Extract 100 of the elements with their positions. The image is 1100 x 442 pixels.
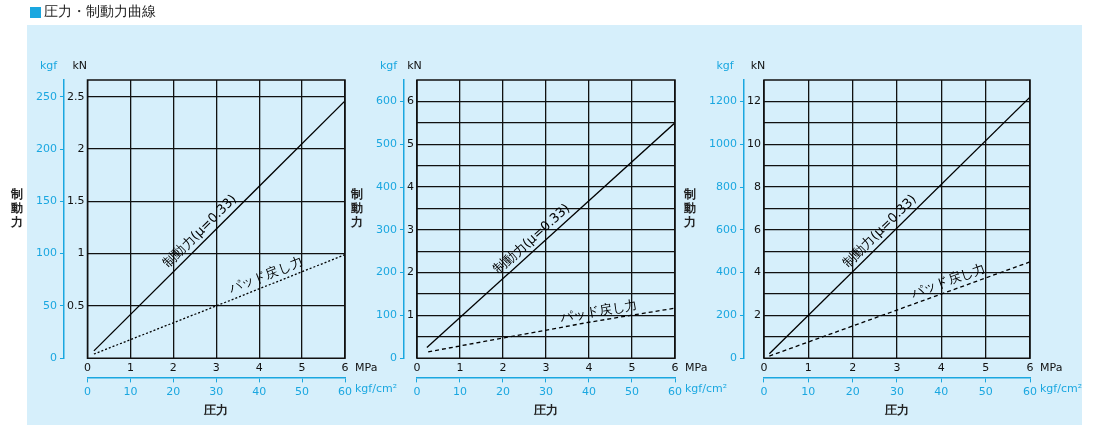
x-axis-title: 圧力 <box>533 402 558 417</box>
y-tick-label: 0 <box>50 351 57 365</box>
x2-tick-label: 10 <box>123 384 138 398</box>
y2-tick-label: 12 <box>746 94 761 108</box>
y2-tick-label: 6 <box>406 94 414 108</box>
x-tick-label: 0 <box>83 360 91 374</box>
y2-tick-label: 1.5 <box>66 194 85 208</box>
x-tick-label: 1 <box>804 360 812 374</box>
y-tick-label: 150 <box>36 194 57 208</box>
x-tick-label: 6 <box>1026 360 1034 374</box>
x-tick-label: 2 <box>499 360 507 374</box>
x2-tick-label: 10 <box>453 384 467 398</box>
y-tick-label: 300 <box>376 222 397 236</box>
y2-tick-label: 5 <box>406 137 414 151</box>
y2-tick-label: 4 <box>753 265 761 279</box>
y2-tick-label: 6 <box>753 222 761 236</box>
y2-tick-label: 4 <box>406 179 414 193</box>
y-tick-label: 1000 <box>708 137 737 151</box>
x-tick-label: 6 <box>341 360 349 374</box>
x2-tick-label: 40 <box>582 384 596 398</box>
y-tick-label: 600 <box>376 94 397 108</box>
y-tick-label: 250 <box>36 89 57 103</box>
y-tick-label: 200 <box>376 265 397 279</box>
x-tick-label: 4 <box>937 360 945 374</box>
x2-tick-label: 20 <box>845 384 860 398</box>
y-tick-label: 800 <box>715 179 737 193</box>
y-axis-title: 制動力 <box>683 187 696 230</box>
x2-tick-label: 30 <box>890 384 904 398</box>
text: パッド戻し力 <box>225 253 305 297</box>
x-tick-label: 3 <box>542 360 550 374</box>
x2-tick-label: 50 <box>625 384 639 398</box>
text: MPa <box>355 361 378 375</box>
x2-tick-label: 50 <box>978 384 993 398</box>
x2-tick-label: 0 <box>83 384 91 398</box>
y-tick-label: 1200 <box>708 94 737 108</box>
y-tick-label: 0 <box>729 351 737 365</box>
x-tick-label: 4 <box>585 360 593 374</box>
x-axis-title: 圧力 <box>203 402 229 417</box>
chart-title: 圧力・制動力曲線 <box>44 3 156 21</box>
x2-tick-label: 10 <box>801 384 816 398</box>
x-tick-label: 5 <box>298 360 306 374</box>
y-tick-label: 600 <box>715 222 737 236</box>
y-tick-label: 200 <box>715 308 737 322</box>
text: kgf/cm² <box>685 382 728 396</box>
x-tick-label: 0 <box>413 360 421 374</box>
x-tick-label: 3 <box>212 360 220 374</box>
x2-tick-label: 20 <box>166 384 181 398</box>
text: パッド戻し力 <box>558 296 639 326</box>
x-tick-label: 1 <box>456 360 464 374</box>
x-tick-label: 3 <box>893 360 901 374</box>
x2-tick-label: 60 <box>338 384 352 398</box>
x2-tick-label: 40 <box>252 384 267 398</box>
x-tick-label: 2 <box>169 360 177 374</box>
y2-tick-label: 10 <box>746 137 761 151</box>
text: パッド戻し力 <box>908 259 988 301</box>
x-tick-label: 0 <box>760 360 768 374</box>
text: kgf <box>716 58 735 72</box>
text: MPa <box>1040 361 1063 375</box>
x-tick-label: 4 <box>255 360 263 374</box>
y-tick-label: 100 <box>376 308 397 322</box>
y-tick-label: 400 <box>715 265 737 279</box>
y2-tick-label: 8 <box>753 179 761 193</box>
x-tick-label: 5 <box>628 360 636 374</box>
y-tick-label: 50 <box>43 298 57 312</box>
y2-tick-label: 1 <box>406 308 414 322</box>
y-tick-label: 500 <box>376 137 397 151</box>
x2-tick-label: 30 <box>209 384 224 398</box>
x-tick-label: 1 <box>126 360 134 374</box>
text: kN <box>407 58 422 72</box>
x2-tick-label: 20 <box>496 384 510 398</box>
y2-tick-label: 3 <box>406 222 414 236</box>
x2-tick-label: 50 <box>295 384 310 398</box>
y2-tick-label: 2 <box>406 265 414 279</box>
x2-tick-label: 0 <box>760 384 768 398</box>
text: kN <box>72 58 88 72</box>
text: kgf/cm² <box>1040 382 1083 396</box>
y-axis-title: 制動力 <box>350 187 363 230</box>
y2-tick-label: 2 <box>77 141 85 155</box>
y-tick-label: 400 <box>376 179 397 193</box>
x2-tick-label: 60 <box>668 384 682 398</box>
x-tick-label: 6 <box>671 360 679 374</box>
text: kgf <box>379 58 399 72</box>
x-tick-label: 2 <box>849 360 857 374</box>
x-axis-title: 圧力 <box>884 402 909 417</box>
x-tick-label: 5 <box>982 360 990 374</box>
y-tick-label: 100 <box>36 246 57 260</box>
text: kgf <box>39 58 59 72</box>
y2-tick-label: 0.5 <box>66 298 85 312</box>
x2-tick-label: 60 <box>1023 384 1037 398</box>
x2-tick-label: 40 <box>934 384 949 398</box>
y2-tick-label: 1 <box>77 246 85 260</box>
x2-tick-label: 0 <box>413 384 421 398</box>
y2-tick-label: 2 <box>753 308 761 322</box>
text: MPa <box>685 361 708 375</box>
y-tick-label: 0 <box>390 351 397 365</box>
x2-tick-label: 30 <box>539 384 553 398</box>
y-axis-title: 制動力 <box>10 187 23 230</box>
text: kN <box>750 58 766 72</box>
text: kgf/cm² <box>355 382 398 396</box>
y-tick-label: 200 <box>36 141 57 155</box>
